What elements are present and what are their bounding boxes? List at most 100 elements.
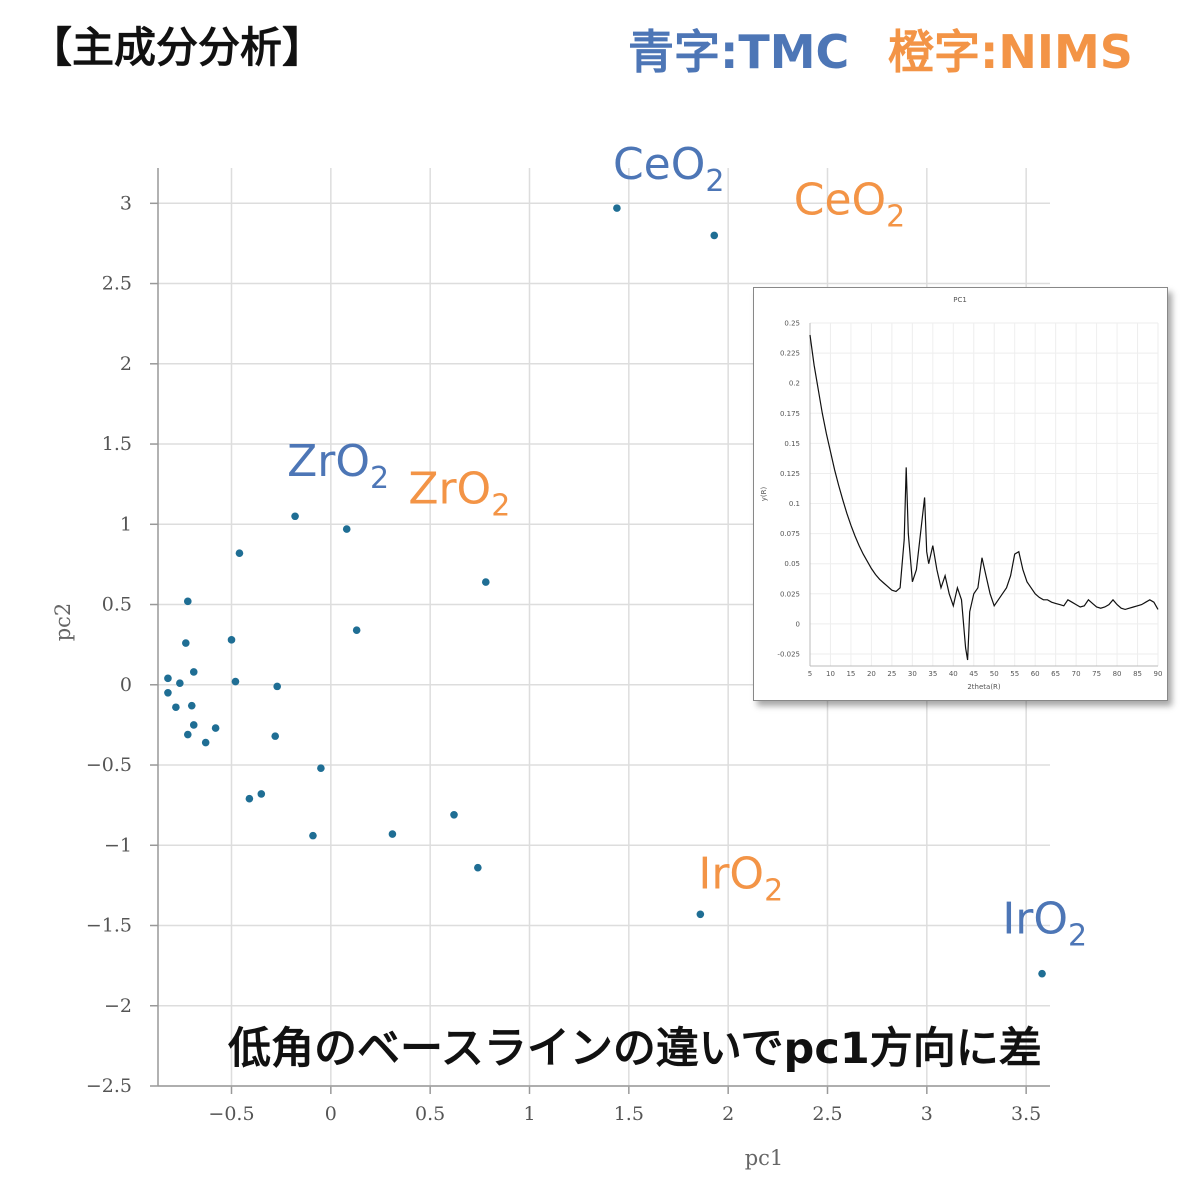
y-tick-label: 1.5 [102,433,132,455]
data-point [189,721,198,729]
y-tick-label: −1 [104,834,132,856]
inset-x-tick-label: 20 [867,670,876,678]
inset-y-tick-label: 0.025 [780,590,800,598]
x-tick-label: 1.5 [614,1103,644,1125]
inset-pc1-line [809,334,1159,661]
inset-x-tick-label: 70 [1072,670,1081,678]
inset-x-tick-label: 10 [826,670,835,678]
x-tick-label: 3.5 [1011,1103,1041,1125]
inset-x-tick-label: 5 [808,670,812,678]
inset-x-axis-title: 2theta(R) [967,683,1001,691]
inset-x-tick-label: 80 [1113,670,1122,678]
inset-x-tick-label: 50 [990,670,999,678]
data-point [227,636,236,644]
data-point [481,578,490,586]
data-point [291,512,299,521]
inset-title: PC1 [953,296,967,304]
compound-label-nims: IrO2 [698,849,783,909]
data-point [211,724,220,732]
data-point [201,738,210,747]
y-tick-label: 0 [120,674,132,696]
data-point [613,204,621,212]
caption-text: 低角のベースラインの違いでpc1方向に差 [228,1024,1042,1074]
data-point [696,910,705,919]
y-tick-label: 1 [120,513,132,535]
inset-x-tick-label: 75 [1092,670,1101,678]
data-point [257,790,266,798]
y-tick-label: −2.5 [86,1075,132,1097]
compound-label-tmc: ZrO2 [287,436,389,496]
legend-nims: 橙字:NIMS [888,25,1133,79]
y-tick-label: 0.5 [102,594,132,616]
data-point [474,863,482,872]
inset-y-tick-label: 0.2 [789,380,800,388]
x-tick-label: 2 [722,1103,734,1125]
data-point [388,830,397,838]
data-point [164,689,172,697]
data-point [342,525,351,533]
inset-y-tick-label: 0.175 [780,410,800,418]
inset-x-tick-label: 25 [887,670,896,678]
page-title: 【主成分分析】 [30,23,325,72]
data-point [164,674,172,683]
inset-pc1-loading-panel: PC1 5 10 15 20 25 30 35 40 45 50 55 60 65 70 75 80 85 90 0.… [753,287,1168,701]
data-point [309,831,317,840]
y-tick-label: −0.5 [86,754,132,776]
inset-y-tick-label: 0.225 [780,350,800,358]
inset-x-tick-label: 65 [1051,670,1060,678]
data-point [176,679,184,687]
x-tick-label: 0 [325,1103,337,1125]
pc1-loading-line-chart: PC1 5 10 15 20 25 30 35 40 45 50 55 60 65 70 75 80 85 90 0.… [760,296,1163,691]
y-tick-label: −2 [104,995,132,1017]
x-axis-title: pc1 [745,1146,784,1170]
inset-x-tick-label: 35 [928,670,937,678]
y-tick-label: −1.5 [86,915,132,937]
inset-x-tick-label: 60 [1031,670,1040,678]
inset-y-tick-label: 0.125 [780,470,800,478]
data-point [235,549,244,557]
compound-label-nims: ZrO2 [408,463,510,523]
inset-x-tick-label: 40 [949,670,958,678]
x-tick-label: −0.5 [208,1103,254,1125]
data-point [231,677,240,686]
compound-label-nims: CeO2 [794,175,906,235]
data-point [245,794,254,803]
data-point [183,730,192,739]
data-point [183,597,192,606]
data-point [352,626,361,635]
inset-y-tick-label: -0.025 [777,650,800,658]
y-tick-label: 2 [120,353,132,375]
data-point [182,639,190,647]
data-point [1038,969,1046,978]
inset-y-tick-label: 0.25 [784,320,800,328]
compound-label-tmc: CeO2 [613,139,725,199]
inset-y-tick-label: 0.15 [784,440,800,448]
inset-y-tick-label: 0.075 [780,530,800,538]
x-tick-label: 1 [523,1103,535,1125]
data-point [710,231,719,240]
data-point [450,810,458,819]
y-axis-title: pc2 [51,603,75,642]
inset-x-tick-label: 45 [969,670,978,678]
inset-x-tick-label: 90 [1154,670,1163,678]
data-point [317,764,325,773]
inset-x-tick-label: 15 [846,670,855,678]
inset-x-tick-label: 85 [1133,670,1142,678]
inset-y-tick-label: 0 [796,620,800,628]
data-point [273,682,281,691]
y-tick-label: 2.5 [102,273,132,295]
x-tick-label: 2.5 [812,1103,842,1125]
inset-y-axis-title: y(R) [760,486,768,501]
x-tick-label: 0.5 [415,1103,445,1125]
data-point [172,703,180,712]
inset-y-tick-label: 0.1 [789,500,800,508]
data-point [189,668,198,676]
compound-label-tmc: IrO2 [1002,894,1087,954]
x-tick-label: 3 [921,1103,933,1125]
y-tick-label: 3 [120,192,132,214]
data-point [271,732,280,740]
data-point [187,701,196,710]
inset-x-tick-label: 30 [908,670,917,678]
inset-x-tick-label: 55 [1010,670,1019,678]
legend-tmc: 青字:TMC [628,25,850,79]
